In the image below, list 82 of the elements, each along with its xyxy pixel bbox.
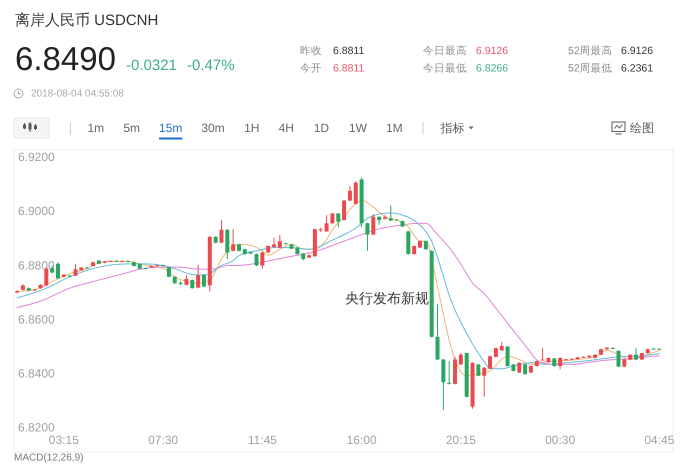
y-tick-label: 6.8800 bbox=[18, 258, 56, 272]
text: 2018-08-04 04:55:08 bbox=[31, 88, 124, 99]
candlestick bbox=[196, 264, 200, 289]
candlestick bbox=[406, 230, 410, 256]
x-tick-label: 11:45 bbox=[248, 433, 278, 447]
text: 6.8811 bbox=[333, 45, 364, 57]
candlestick bbox=[476, 363, 480, 377]
candlestick bbox=[634, 348, 638, 361]
candlestick bbox=[436, 304, 440, 361]
candlestick bbox=[616, 350, 621, 368]
x-tick-label: 16:00 bbox=[346, 433, 377, 447]
text: 6.8490 bbox=[15, 40, 116, 76]
text: 5m bbox=[123, 121, 140, 135]
candlestick bbox=[447, 360, 452, 385]
text: -0.47% bbox=[187, 56, 235, 74]
candlestick bbox=[74, 263, 78, 277]
text: 6.8811 bbox=[333, 62, 364, 74]
text: 52周最低 bbox=[568, 62, 613, 74]
candlestick bbox=[272, 237, 276, 248]
candlestick bbox=[330, 212, 334, 224]
y-tick-label: 6.9200 bbox=[18, 150, 56, 164]
candlestick bbox=[219, 220, 224, 244]
candlestick bbox=[506, 346, 510, 368]
chart-title: 离岸人民币 USDCNH bbox=[15, 12, 158, 28]
candlestick bbox=[260, 251, 264, 270]
x-tick-label: 03:15 bbox=[48, 433, 80, 447]
candlestick bbox=[231, 228, 236, 252]
text: 6.9126 bbox=[476, 45, 508, 57]
text: 52周最高 bbox=[568, 44, 613, 57]
text: 今日最低 bbox=[423, 62, 467, 74]
candlestick bbox=[348, 185, 352, 202]
candlestick bbox=[371, 214, 376, 236]
y-tick-label: 6.8400 bbox=[18, 366, 56, 380]
candlestick bbox=[190, 279, 194, 290]
text: 绘图 bbox=[630, 121, 654, 135]
text: 6.8266 bbox=[476, 62, 508, 74]
candlestick bbox=[365, 222, 370, 252]
candlestick bbox=[424, 240, 428, 250]
text: 6.2361 bbox=[621, 62, 654, 74]
annotation: 央行发布新规 bbox=[345, 290, 429, 306]
candlestick bbox=[342, 200, 346, 222]
candlestick bbox=[336, 212, 340, 228]
x-tick-label: 00:30 bbox=[545, 433, 576, 447]
candlestick bbox=[540, 348, 545, 362]
y-tick-label: 6.8200 bbox=[18, 420, 56, 435]
text: 1D bbox=[314, 121, 330, 135]
candlestick bbox=[458, 352, 463, 366]
y-tick-label: 6.8600 bbox=[18, 312, 56, 326]
text: 昨收 bbox=[300, 45, 322, 57]
text: 6.9126 bbox=[621, 45, 654, 57]
candlestick bbox=[441, 358, 446, 410]
text: 15m bbox=[159, 121, 182, 135]
candlestick bbox=[517, 362, 522, 374]
candlestick bbox=[412, 244, 416, 256]
x-tick-label: 20:15 bbox=[446, 433, 476, 447]
text: -0.0321 bbox=[126, 56, 177, 74]
candlestick bbox=[482, 366, 486, 398]
text: 指标 bbox=[440, 121, 465, 135]
text: 今开 bbox=[300, 62, 322, 74]
candlestick bbox=[202, 274, 206, 288]
text: 30m bbox=[201, 121, 225, 135]
text: 1W bbox=[348, 121, 368, 135]
y-tick-label: 6.9000 bbox=[18, 204, 56, 218]
candlestick bbox=[56, 262, 60, 280]
candlestick bbox=[278, 234, 282, 249]
text: 1M bbox=[386, 121, 403, 135]
x-tick-label: 04:45 bbox=[644, 433, 675, 447]
candlestick bbox=[488, 355, 492, 370]
text: 4H bbox=[278, 121, 294, 135]
candlestick bbox=[523, 363, 528, 376]
candlestick bbox=[558, 356, 562, 370]
text: 1H bbox=[244, 121, 260, 135]
candlestick bbox=[254, 253, 259, 266]
text: MACD(12,26,9) bbox=[14, 452, 84, 463]
candlestick bbox=[225, 228, 230, 260]
candlestick bbox=[354, 180, 358, 205]
candlestick bbox=[324, 214, 329, 232]
text: 今日最高 bbox=[423, 44, 467, 57]
x-tick-label: 07:30 bbox=[148, 433, 178, 447]
candlestick bbox=[184, 274, 188, 286]
candlestick bbox=[166, 266, 171, 278]
text: 1m bbox=[87, 121, 104, 135]
